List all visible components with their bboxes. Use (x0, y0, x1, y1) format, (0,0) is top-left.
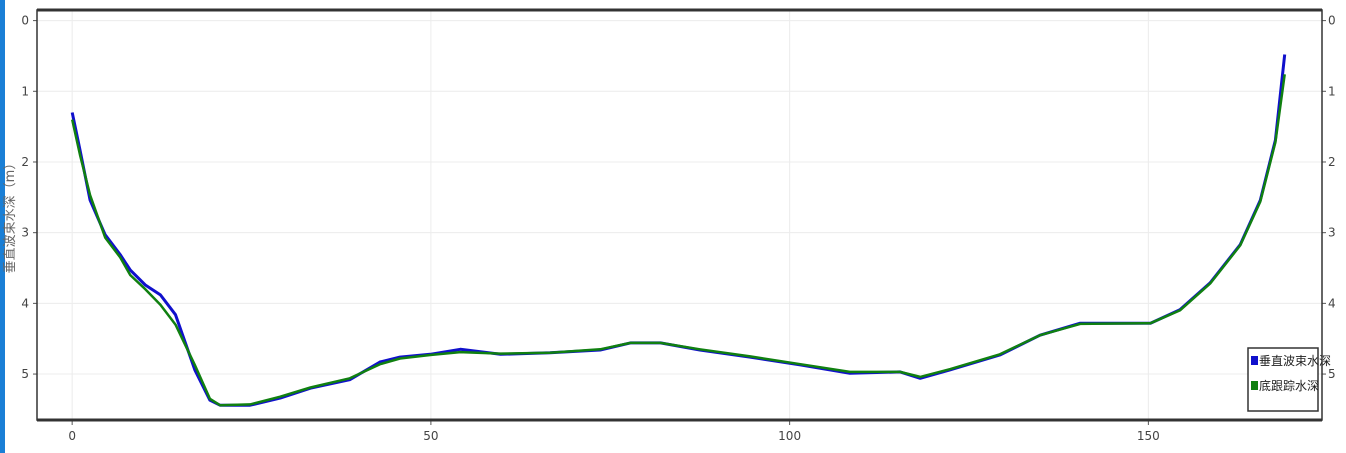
plot-frame (36, 9, 1323, 421)
y-tick-label: 3 (21, 226, 29, 240)
legend-box (1247, 347, 1319, 412)
x-tick-label: 0 (68, 429, 76, 443)
y2-tick-label: 5 (1328, 367, 1336, 381)
series-line-2 (70, 74, 1286, 407)
legend-label: 底跟踪水深 (1259, 378, 1319, 393)
y2-tick-label: 1 (1328, 84, 1336, 98)
y2-tick-label: 0 (1328, 14, 1336, 28)
x-tick-label: 100 (778, 429, 801, 443)
y2-tick-label: 2 (1328, 155, 1336, 169)
y2-tick-label: 3 (1328, 226, 1336, 240)
y-tick-label: 1 (21, 84, 29, 98)
legend-swatch (1251, 356, 1258, 365)
y2-tick-label: 4 (1328, 296, 1336, 310)
series-line-1 (70, 54, 1287, 407)
y-tick-label: 0 (21, 14, 29, 28)
y-axis-label: 垂直波束水深（m） (3, 157, 18, 274)
window-edge (0, 0, 5, 453)
legend-label: 垂直波束水深 (1259, 354, 1331, 368)
y-tick-label: 2 (21, 155, 29, 169)
y-tick-label: 4 (21, 296, 29, 310)
x-tick-label: 150 (1137, 429, 1160, 443)
x-tick-label: 50 (423, 429, 438, 443)
y-tick-label: 5 (21, 367, 29, 381)
legend-swatch (1251, 381, 1258, 390)
